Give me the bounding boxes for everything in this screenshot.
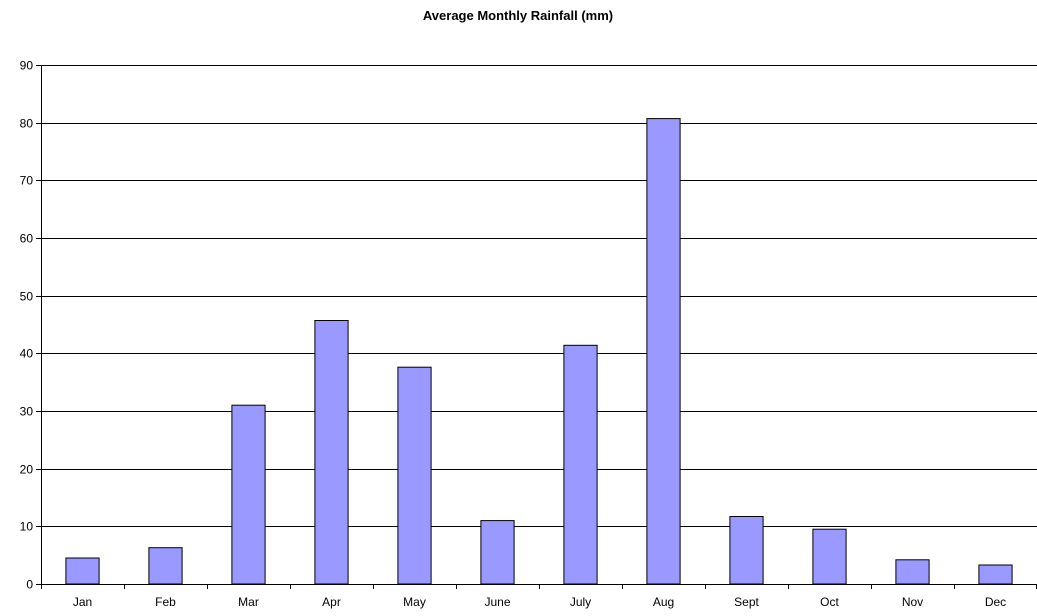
bar-dec bbox=[978, 564, 1013, 585]
x-tick-label-jan: Jan bbox=[73, 595, 92, 609]
x-tick-label-july: July bbox=[570, 595, 591, 609]
bar-mar bbox=[231, 404, 266, 585]
y-tick-label: 90 bbox=[20, 59, 34, 73]
y-tick-label: 20 bbox=[20, 463, 34, 477]
y-tick-label: 70 bbox=[20, 174, 34, 188]
y-tick-label: 80 bbox=[20, 117, 34, 131]
x-tick-label-may: May bbox=[403, 595, 426, 609]
x-tick-label-aug: Aug bbox=[653, 595, 674, 609]
x-tick-label-sept: Sept bbox=[734, 595, 759, 609]
axes bbox=[36, 65, 1037, 589]
bar-apr bbox=[314, 320, 349, 585]
y-tick-label: 0 bbox=[26, 578, 33, 592]
y-tick-label: 40 bbox=[20, 347, 34, 361]
x-tick-label-oct: Oct bbox=[820, 595, 839, 609]
chart-title: Average Monthly Rainfall (mm) bbox=[423, 8, 613, 23]
bar-july bbox=[563, 344, 598, 585]
bars bbox=[65, 118, 1013, 585]
x-tick-label-feb: Feb bbox=[155, 595, 176, 609]
bar-jan bbox=[65, 557, 100, 585]
bar-feb bbox=[148, 547, 183, 585]
x-tick-label-dec: Dec bbox=[985, 595, 1006, 609]
y-tick-labels: 0 10 20 30 40 50 60 70 80 90 bbox=[20, 59, 34, 592]
bar-may bbox=[397, 366, 432, 585]
x-tick-label-apr: Apr bbox=[322, 595, 341, 609]
bar-oct bbox=[812, 528, 847, 585]
bar-aug bbox=[646, 118, 681, 585]
gridlines bbox=[41, 65, 1037, 527]
x-tick-label-mar: Mar bbox=[238, 595, 259, 609]
x-tick-label-june: June bbox=[484, 595, 510, 609]
y-tick-label: 60 bbox=[20, 232, 34, 246]
y-tick-label: 10 bbox=[20, 520, 34, 534]
x-tick-label-nov: Nov bbox=[902, 595, 923, 609]
y-tick-label: 50 bbox=[20, 290, 34, 304]
x-tick-labels: Jan Feb Mar Apr May June July Aug Sept Oct Nov Dec bbox=[73, 595, 1006, 609]
bar-nov bbox=[895, 559, 930, 585]
bar-sept bbox=[729, 516, 764, 585]
bar-june bbox=[480, 520, 515, 585]
y-tick-label: 30 bbox=[20, 405, 34, 419]
